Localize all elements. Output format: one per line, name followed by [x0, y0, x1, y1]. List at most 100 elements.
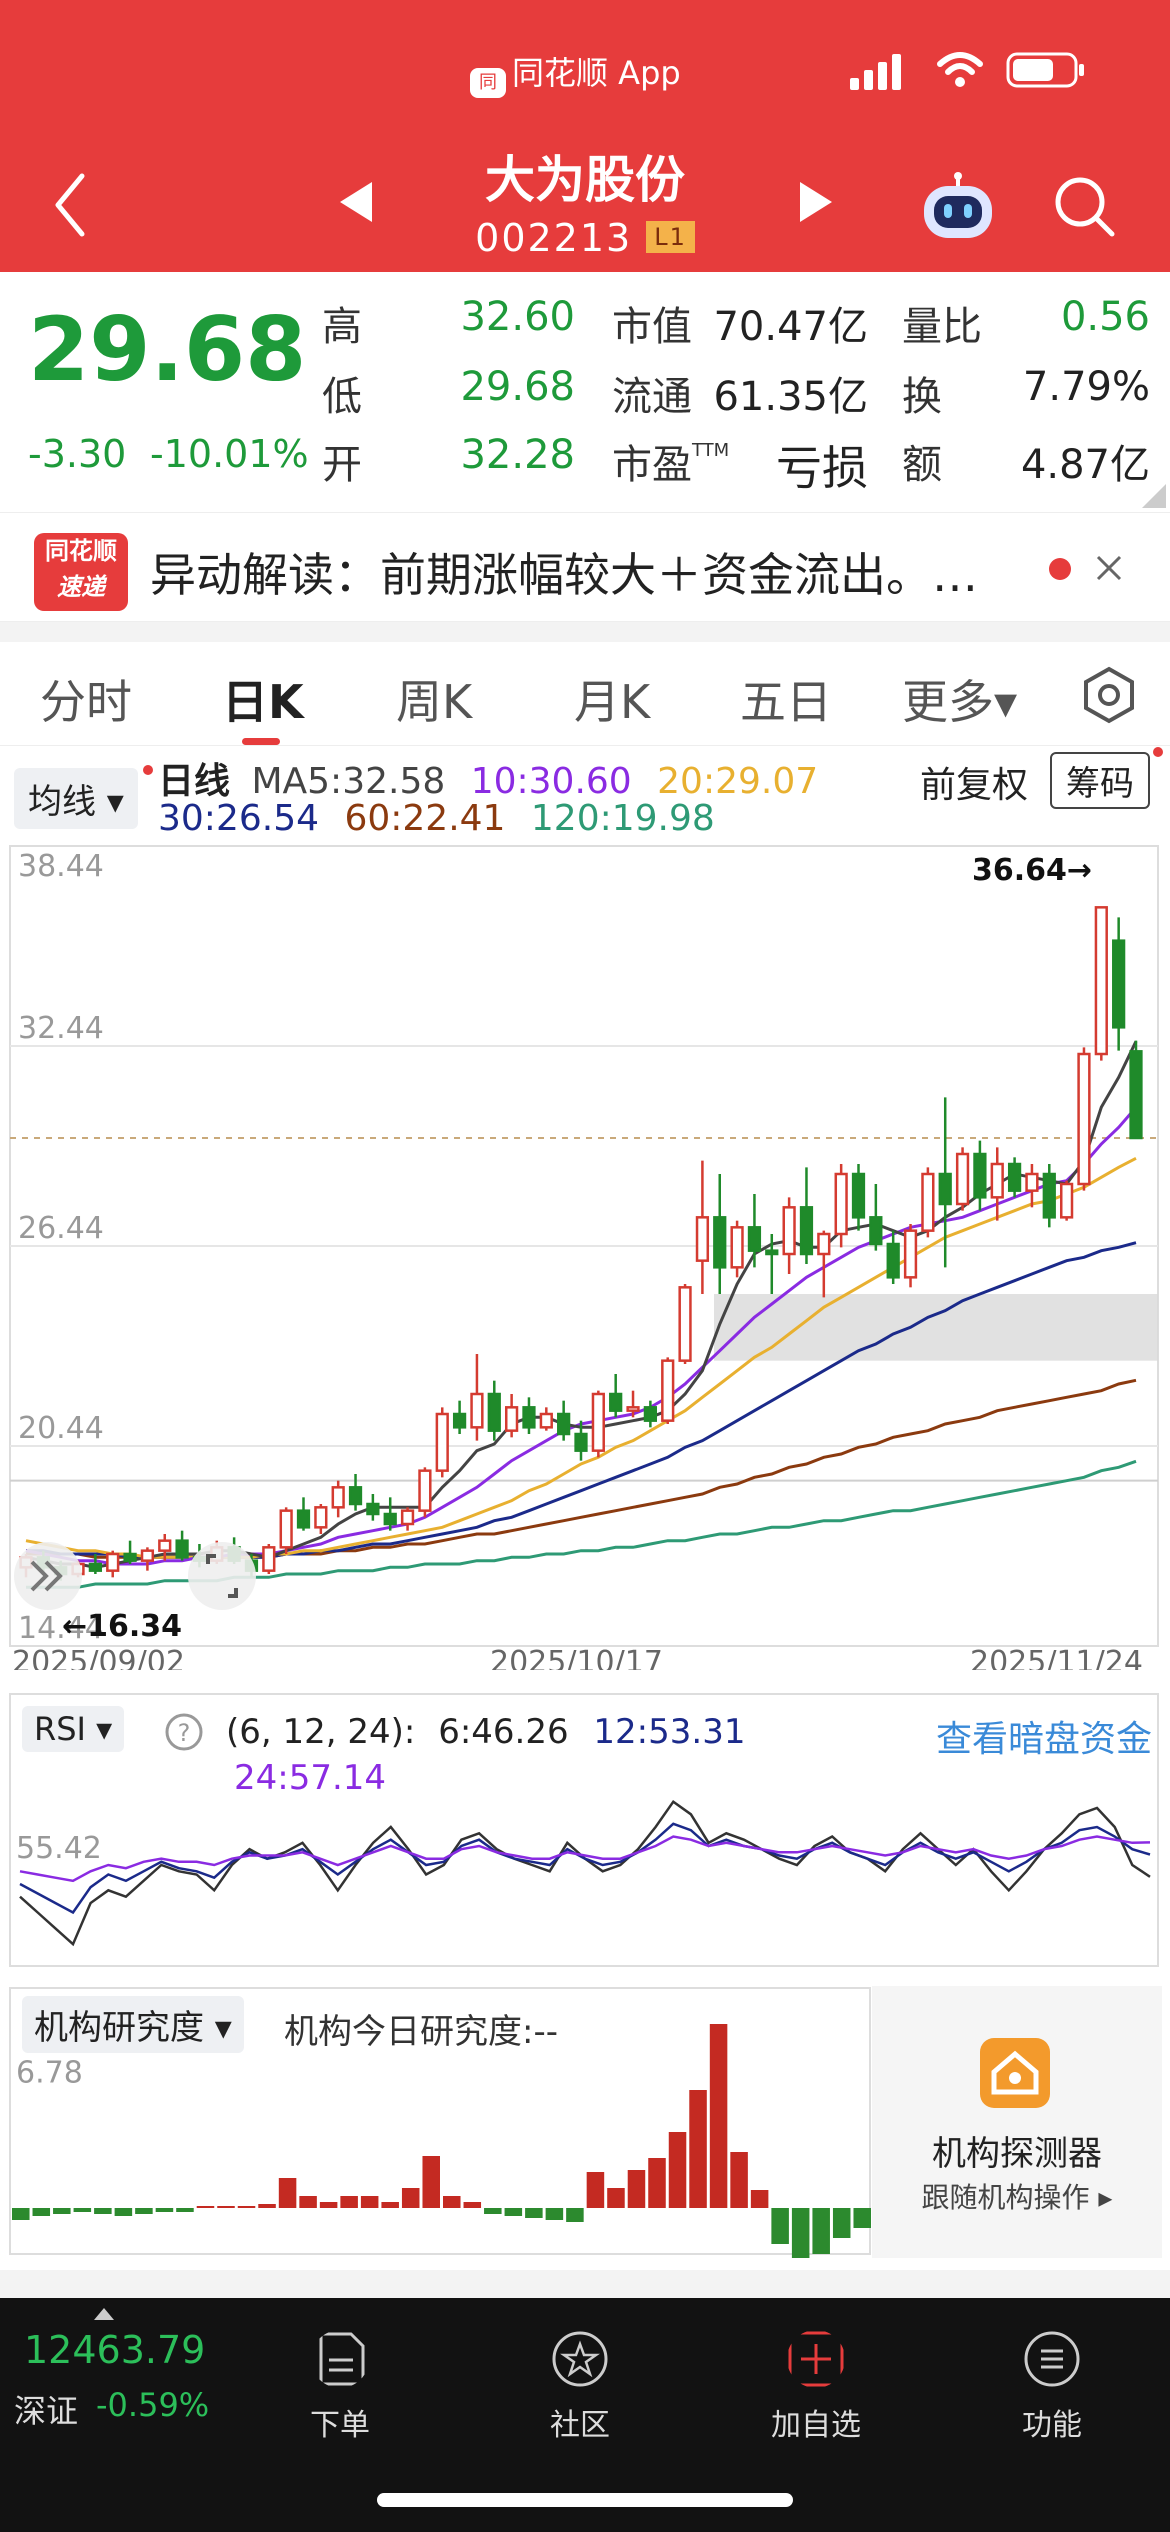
inst-bar [32, 2208, 51, 2216]
institution-selector[interactable]: 机构研究度 ▾ [22, 1996, 244, 2053]
tab-more[interactable]: 更多▾ [902, 675, 1018, 729]
signal-icon [850, 54, 901, 90]
candle-body [175, 1539, 189, 1559]
candle-body [1007, 1162, 1022, 1192]
help-icon[interactable]: ? [164, 1712, 204, 1752]
order-doc-icon [319, 2332, 365, 2386]
rsi-line-24 [19, 1835, 1151, 1883]
inst-bar [750, 2190, 769, 2208]
mcap-label: 市值 [612, 304, 692, 350]
inst-bar [73, 2208, 92, 2212]
adjust-mode[interactable]: 前复权 [920, 765, 1029, 806]
turnover-value: 7.79% [1022, 364, 1150, 410]
inst-bar [668, 2132, 687, 2208]
inst-bar [648, 2158, 666, 2208]
separator [0, 622, 1170, 642]
tab-five-day[interactable]: 五日 [740, 675, 832, 729]
y-tick-label: 14.44 [18, 1611, 104, 1646]
header: 同同花顺 App 大为股份 [0, 0, 1170, 272]
order-label: 下单 [310, 2408, 370, 2443]
next-stock-icon[interactable] [800, 182, 832, 222]
rsi-axis-label: 55.42 [16, 1831, 102, 1866]
period-tabs: 分时 日K 周K 月K 五日 更多▾ [0, 642, 1170, 746]
inst-bar [730, 2152, 748, 2208]
candle-body [366, 1502, 380, 1516]
open-value: 32.28 [460, 432, 575, 478]
inst-bar [360, 2196, 379, 2208]
function-button[interactable]: 功能 [972, 2330, 1132, 2444]
chip-button[interactable]: 筹码 [1050, 752, 1150, 809]
rsi12-value: 12:53.31 [593, 1712, 746, 1752]
community-label: 社区 [550, 2408, 610, 2443]
candle-body [452, 1412, 467, 1429]
tab-monthly-k[interactable]: 月K [574, 675, 651, 729]
order-button[interactable]: 下单 [260, 2330, 420, 2444]
inst-axis-label: 6.78 [16, 2055, 83, 2090]
rsi-params: (6, 12, 24): [226, 1712, 416, 1752]
fullscreen-corners [206, 1554, 238, 1598]
inst-bar [12, 2208, 30, 2220]
rsi-chart[interactable]: 55.42 [0, 1690, 1170, 1970]
close-icon[interactable] [1094, 553, 1124, 583]
news-logo-icon: 同花顺 速递 [34, 533, 128, 611]
inst-bar [217, 2206, 235, 2208]
candle-body [938, 1172, 952, 1206]
index-value[interactable]: 12463.79 [24, 2328, 206, 2372]
collapse-sidebar-icon[interactable] [14, 1542, 82, 1610]
price-change: -3.30 [28, 432, 127, 476]
candle-body [730, 1226, 744, 1269]
inst-bar [463, 2202, 482, 2208]
ma-title: 日线 [158, 761, 231, 802]
inst-bar [94, 2208, 112, 2214]
y-tick-label: 32.44 [18, 1011, 104, 1046]
float-label: 流通 [612, 374, 692, 420]
candle-body [851, 1172, 866, 1219]
candle-body [1042, 1172, 1056, 1219]
candle-body [314, 1506, 328, 1529]
settings-hex-icon[interactable] [1080, 666, 1138, 724]
kline-chart[interactable]: 38.4432.4426.4420.4414.4436.64→←16.34202… [0, 840, 1170, 1670]
candle-body [296, 1509, 311, 1529]
expand-corner-icon[interactable] [1140, 484, 1168, 510]
inst-bar [771, 2208, 789, 2244]
add-watchlist-button[interactable]: 加自选 [736, 2330, 896, 2444]
institution-today: 机构今日研究度:-- [284, 2012, 558, 2052]
add-watchlist-label: 加自选 [771, 2408, 861, 2443]
candle-body [279, 1509, 293, 1549]
candle-body [522, 1406, 536, 1429]
ma-selector[interactable]: 均线 ▾ [14, 768, 138, 829]
rsi-values: (6, 12, 24): 6:46.26 12:53.31 [226, 1712, 745, 1752]
inst-bar [484, 2208, 502, 2214]
institution-chart[interactable]: 6.78 [0, 1986, 872, 2258]
separator-bottom [0, 2270, 1170, 2298]
inst-bar [155, 2208, 174, 2212]
robot-assistant-icon[interactable] [918, 172, 998, 242]
pe-label: 市盈TTM [612, 432, 729, 490]
float-value: 61.35亿 [713, 374, 868, 420]
ma30-value: 30:26.54 [158, 798, 319, 839]
community-button[interactable]: 社区 [500, 2330, 660, 2444]
tab-daily-k[interactable]: 日K [222, 675, 304, 729]
candle-body [591, 1392, 605, 1452]
back-arrow-icon[interactable] [50, 170, 90, 240]
candle-body [123, 1552, 137, 1562]
inst-bar [299, 2196, 317, 2208]
stock-code: 002213 [475, 216, 633, 260]
dark-pool-link[interactable]: 查看暗盘资金 [936, 1719, 1153, 1760]
low-label: 低 [322, 374, 362, 420]
news-text: 异动解读：前期涨幅较大＋资金流出。… [150, 548, 978, 602]
inst-bar [689, 2090, 707, 2208]
function-menu-icon [1024, 2331, 1080, 2387]
prev-stock-icon[interactable] [340, 182, 372, 222]
tab-intraday[interactable]: 分时 [40, 675, 132, 729]
amount-label: 额 [902, 442, 942, 488]
institution-detector-card[interactable]: 机构探测器 跟随机构操作 ▸ [872, 1986, 1162, 2258]
max-price-label: 36.64→ [972, 853, 1092, 888]
candle-body [262, 1546, 276, 1572]
tab-weekly-k[interactable]: 周K [396, 675, 473, 729]
news-banner[interactable]: 同花顺 速递 异动解读：前期涨幅较大＋资金流出。… [0, 512, 1170, 622]
fullscreen-icon[interactable] [188, 1542, 256, 1610]
ma-row-1: 日线 MA5:32.58 10:30.60 20:29.07 [158, 752, 818, 804]
rsi-selector[interactable]: RSI ▾ [22, 1706, 125, 1752]
search-icon[interactable] [1052, 174, 1118, 240]
